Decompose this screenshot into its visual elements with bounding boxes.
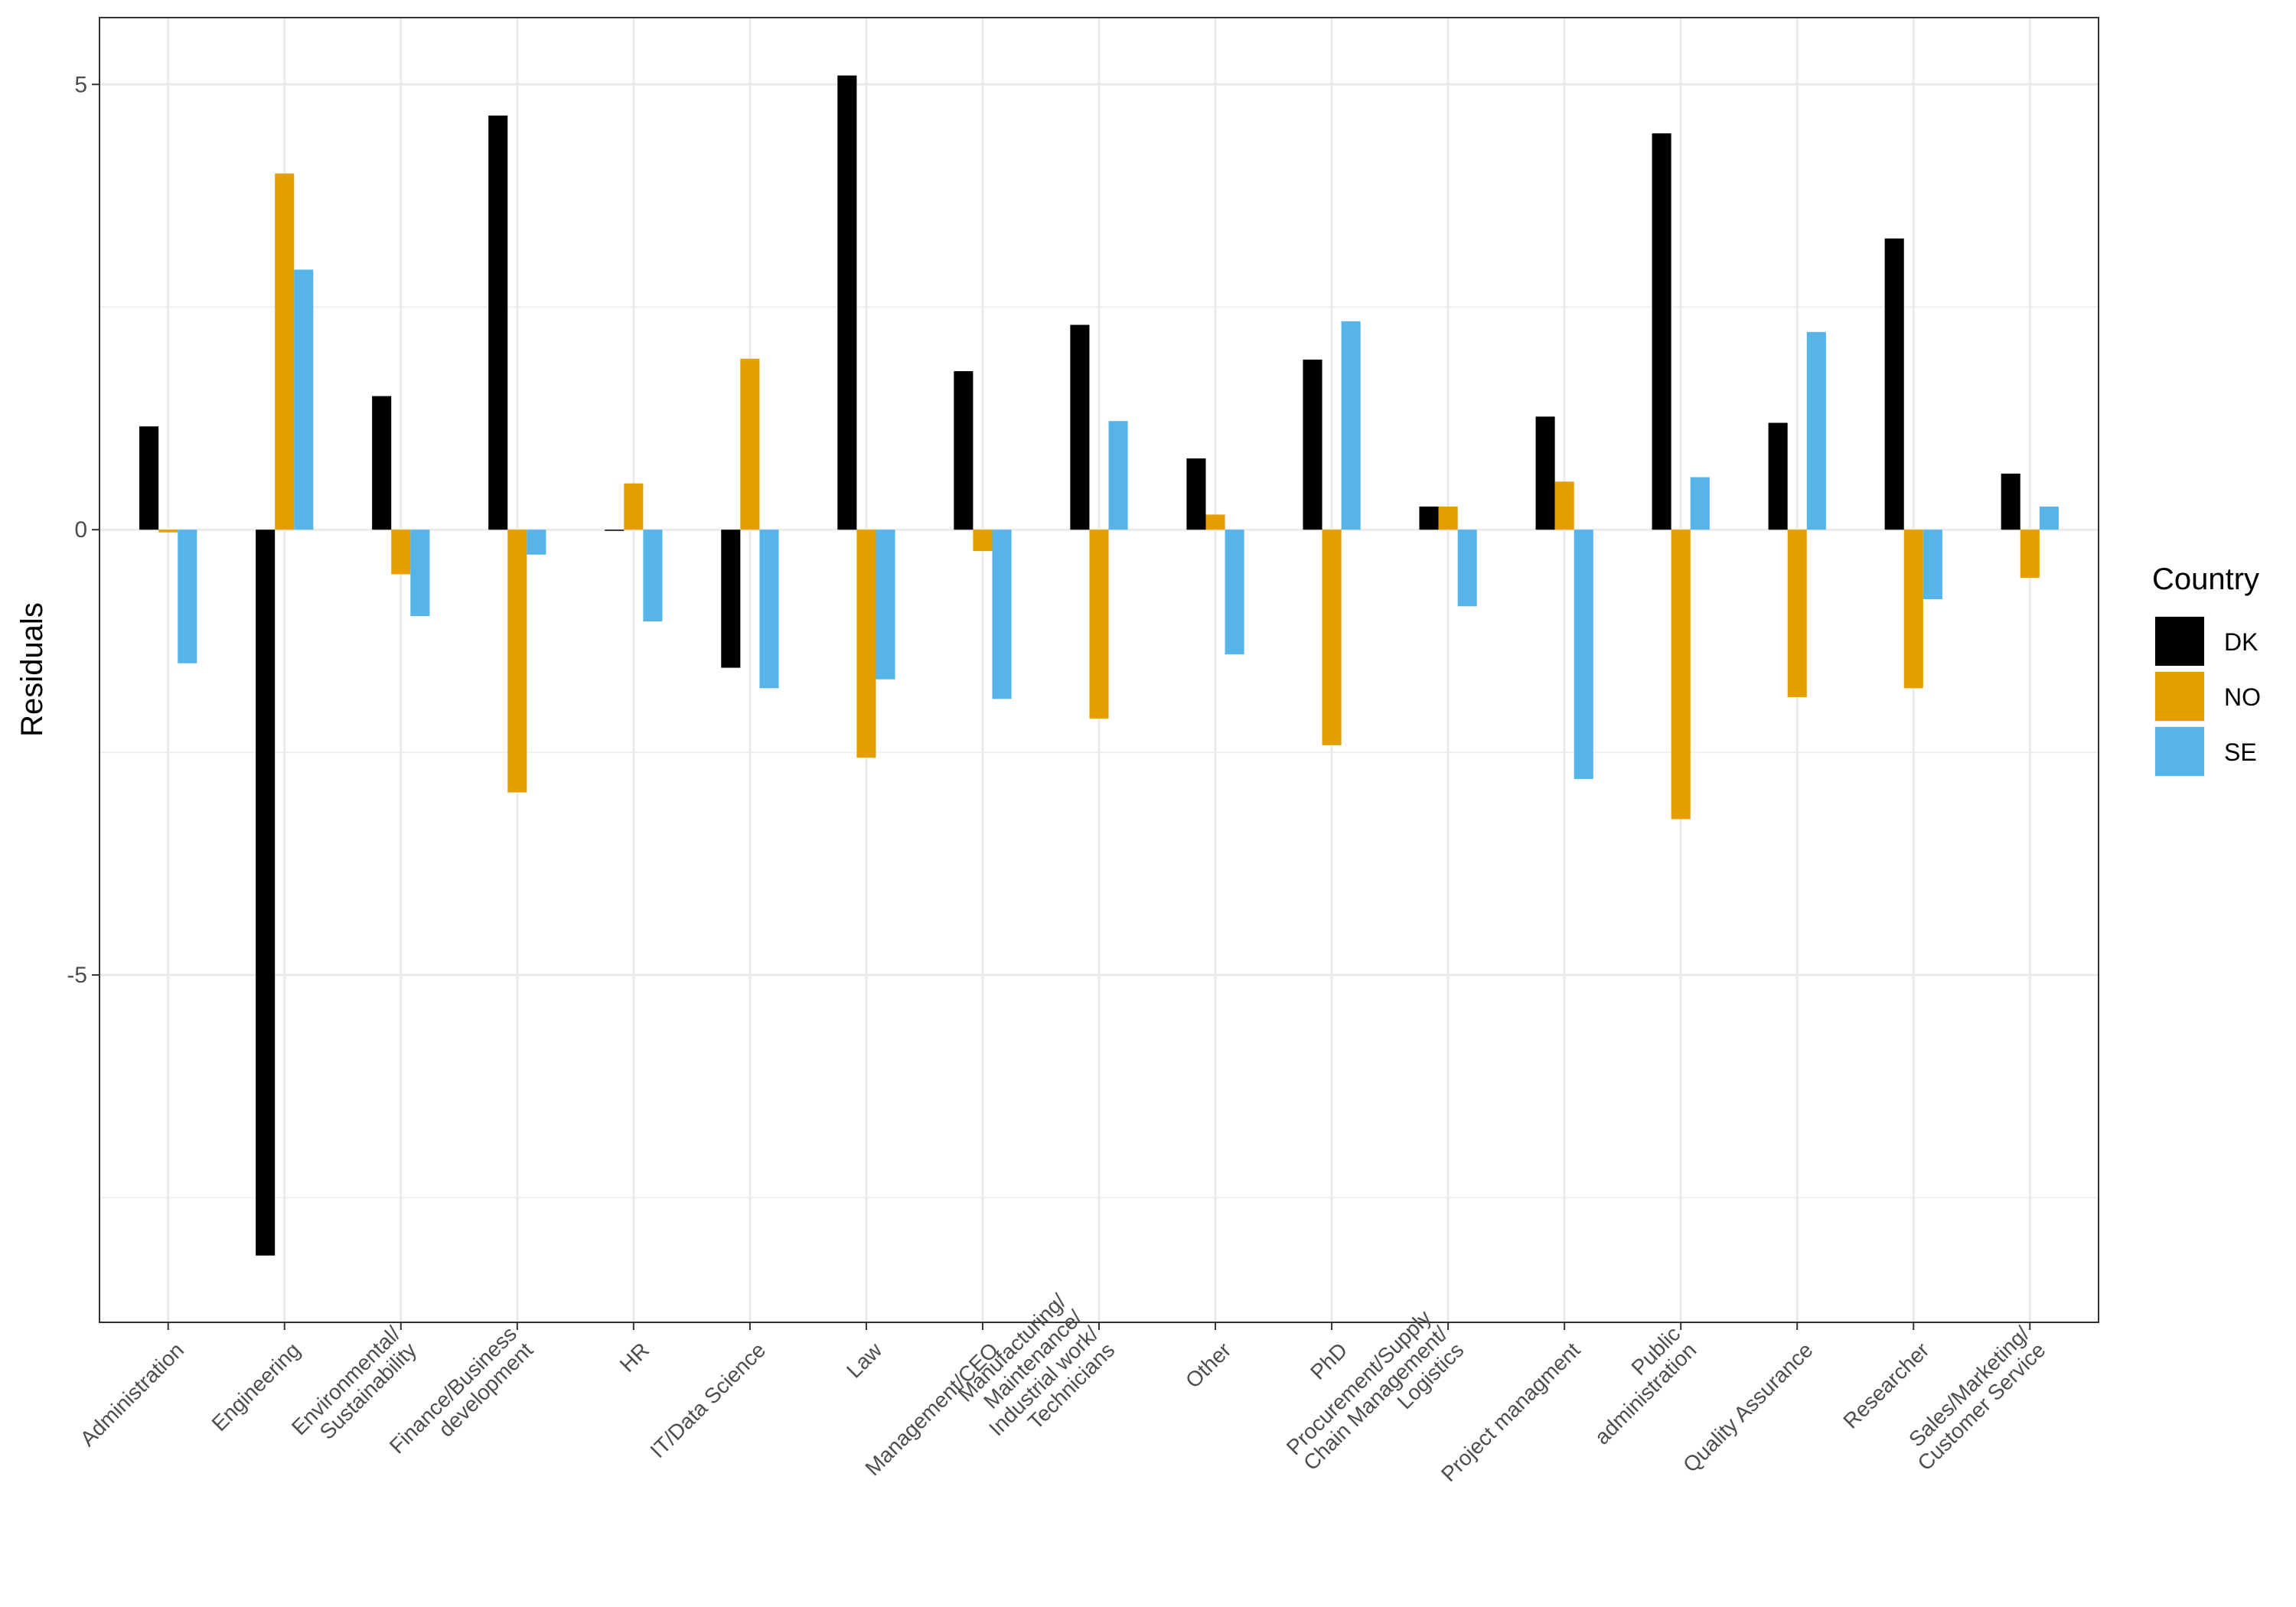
bars bbox=[139, 75, 2059, 1256]
legend: Country DK NO SE bbox=[2152, 562, 2261, 777]
x-tick-label-line: IT/Data Science bbox=[645, 1338, 770, 1462]
bar-dk bbox=[139, 426, 159, 530]
bar-se bbox=[410, 530, 430, 617]
y-tick-label: -5 bbox=[67, 963, 87, 988]
bar-no bbox=[1205, 514, 1225, 530]
x-tick-label-line: Law bbox=[842, 1338, 887, 1383]
bar-no bbox=[275, 173, 295, 530]
legend-title: Country bbox=[2152, 562, 2259, 596]
bar-se bbox=[527, 530, 546, 555]
x-tick-label: HR bbox=[615, 1338, 654, 1377]
legend-label-no: NO bbox=[2224, 683, 2261, 711]
x-tick-label-line: Other bbox=[1181, 1338, 1235, 1392]
bar-dk bbox=[1303, 359, 1322, 530]
bar-no bbox=[158, 530, 178, 533]
bar-se bbox=[643, 530, 663, 622]
bar-dk bbox=[256, 530, 276, 1256]
bar-no bbox=[1322, 530, 1342, 745]
bar-dk bbox=[1652, 133, 1671, 530]
bar-se bbox=[1457, 530, 1477, 607]
x-tick-label: Other bbox=[1181, 1338, 1235, 1392]
x-tick-label-line: PhD bbox=[1306, 1338, 1352, 1384]
bar-se bbox=[1341, 321, 1361, 530]
bar-dk bbox=[605, 530, 625, 531]
bar-no bbox=[391, 530, 411, 575]
bar-se bbox=[876, 530, 895, 680]
bar-se bbox=[1923, 530, 1942, 599]
x-tick-label: Quality Assurance bbox=[1678, 1338, 1817, 1476]
x-tick-label-line: Quality Assurance bbox=[1678, 1338, 1817, 1476]
x-tick-label-line: Administration bbox=[76, 1338, 188, 1450]
y-tick-label: 0 bbox=[74, 517, 87, 543]
bar-se bbox=[759, 530, 779, 689]
bar-se bbox=[1574, 530, 1593, 780]
bar-dk bbox=[1186, 458, 1206, 530]
bar-se bbox=[2039, 506, 2059, 530]
bar-se bbox=[1108, 421, 1128, 530]
bar-dk bbox=[2001, 473, 2020, 530]
bar-dk bbox=[954, 371, 974, 530]
bar-dk bbox=[488, 116, 508, 530]
y-tick-label: 5 bbox=[74, 72, 87, 97]
bar-dk bbox=[721, 530, 741, 668]
bar-no bbox=[1554, 481, 1574, 530]
x-tick-label: PhD bbox=[1306, 1338, 1352, 1384]
y-axis-title: Residuals bbox=[15, 602, 49, 737]
bar-dk bbox=[1535, 416, 1555, 530]
legend-swatch-dk bbox=[2155, 617, 2204, 666]
bar-se bbox=[1690, 477, 1710, 530]
bar-no bbox=[1089, 530, 1109, 719]
bar-no bbox=[1903, 530, 1923, 689]
x-tick-label-line: HR bbox=[615, 1338, 654, 1377]
bar-no bbox=[1671, 530, 1691, 820]
bar-no bbox=[856, 530, 876, 758]
bar-se bbox=[1806, 331, 1826, 530]
bar-dk bbox=[1884, 238, 1904, 530]
legend-swatch-se bbox=[2155, 727, 2204, 776]
bar-se bbox=[1225, 530, 1244, 655]
bar-dk bbox=[1419, 506, 1439, 530]
bar-no bbox=[1438, 506, 1458, 530]
legend-label-dk: DK bbox=[2224, 628, 2258, 656]
x-tick-label: IT/Data Science bbox=[645, 1338, 770, 1462]
bar-se bbox=[178, 530, 197, 663]
bar-dk bbox=[1070, 324, 1090, 530]
legend-label-se: SE bbox=[2224, 738, 2257, 766]
bar-se bbox=[992, 530, 1012, 699]
x-tick-label-line: Chain Management/ bbox=[1299, 1322, 1452, 1475]
bar-no bbox=[2020, 530, 2040, 579]
legend-swatch-no bbox=[2155, 672, 2204, 721]
bar-se bbox=[294, 269, 314, 530]
x-tick-label: Administration bbox=[76, 1338, 188, 1450]
x-tick-label: Law bbox=[842, 1338, 887, 1383]
bar-no bbox=[740, 358, 760, 530]
bar-dk bbox=[837, 75, 857, 530]
bar-dk bbox=[1768, 422, 1788, 530]
bar-no bbox=[1787, 530, 1807, 697]
bar-dk bbox=[372, 396, 392, 530]
bar-no bbox=[973, 530, 993, 552]
bar-no bbox=[507, 530, 527, 793]
bar-no bbox=[624, 483, 644, 530]
